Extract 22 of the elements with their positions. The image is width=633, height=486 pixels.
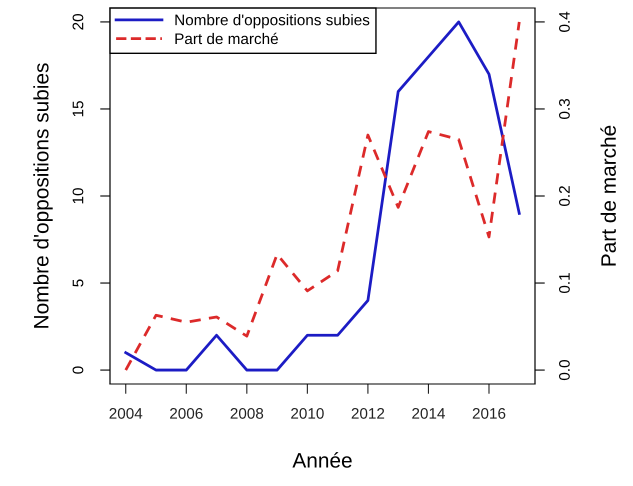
y-tick-label: 0 (72, 366, 84, 374)
y2-tick-label: 0.0 (559, 360, 570, 380)
y-tick-label: 20 (72, 14, 84, 30)
x-tick-label: 2012 (352, 408, 384, 419)
legend-label: Part de marché (175, 32, 278, 44)
x-tick-label: 2006 (170, 408, 203, 419)
x-tick-label: 2014 (412, 408, 445, 419)
y-axis-title: Nombre d'oppositions subies (33, 63, 53, 328)
x-tick-label: 2008 (230, 408, 264, 419)
y-tick-label: 15 (72, 101, 84, 116)
y2-axis-title: Part de marché (600, 126, 616, 266)
y-tick-label: 5 (72, 279, 84, 287)
legend-label: Nombre d'oppositions subies (175, 14, 370, 28)
y2-tick-label: 0.1 (559, 273, 570, 294)
y2-tick-label: 0.4 (559, 12, 570, 32)
y2-tick-label: 0.2 (559, 186, 570, 206)
x-tick-label: 2004 (110, 408, 142, 419)
x-tick-label: 2016 (472, 408, 506, 419)
y-tick-label: 10 (72, 188, 84, 204)
y2-tick-label: 0.3 (559, 99, 570, 119)
x-tick-label: 2010 (291, 408, 324, 419)
x-axis-title: Année (292, 452, 352, 468)
